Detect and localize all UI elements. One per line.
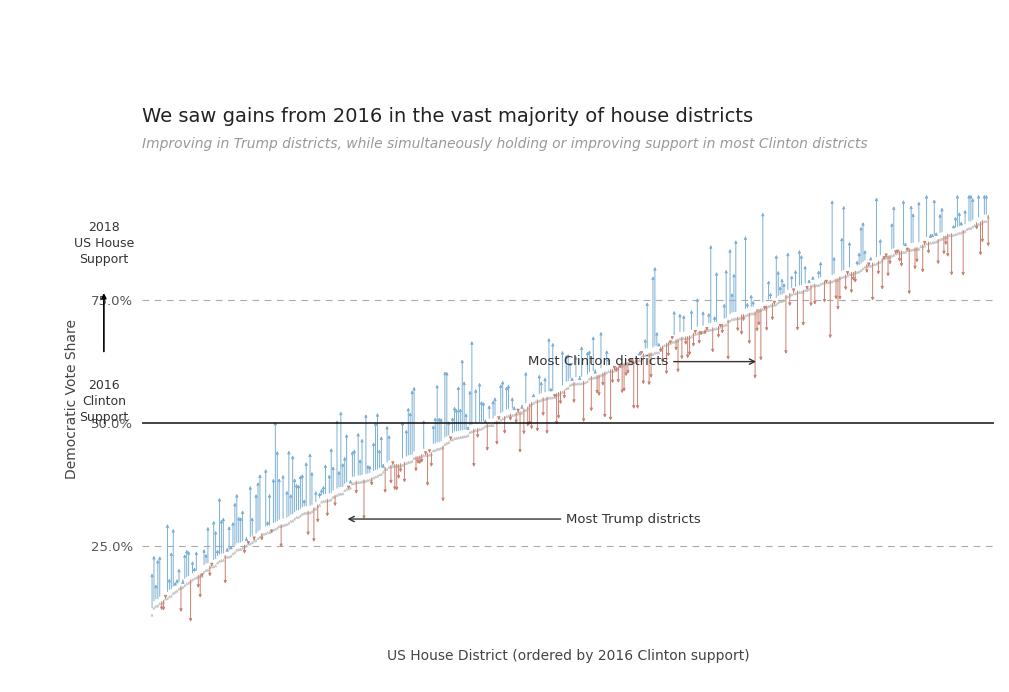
Text: Most Clinton districts: Most Clinton districts [528, 355, 755, 368]
Y-axis label: Democratic Vote Share: Democratic Vote Share [66, 318, 80, 478]
X-axis label: US House District (ordered by 2016 Clinton support): US House District (ordered by 2016 Clint… [386, 649, 750, 663]
Text: Improving in Trump districts, while simultaneously holding or improving support : Improving in Trump districts, while simu… [142, 137, 868, 152]
Text: We saw gains from 2016 in the vast majority of house districts: We saw gains from 2016 in the vast major… [142, 107, 754, 126]
Text: 2016
Clinton
Support: 2016 Clinton Support [80, 379, 128, 424]
Text: 2018
US House
Support: 2018 US House Support [74, 221, 134, 266]
Text: Most Trump districts: Most Trump districts [349, 513, 701, 525]
